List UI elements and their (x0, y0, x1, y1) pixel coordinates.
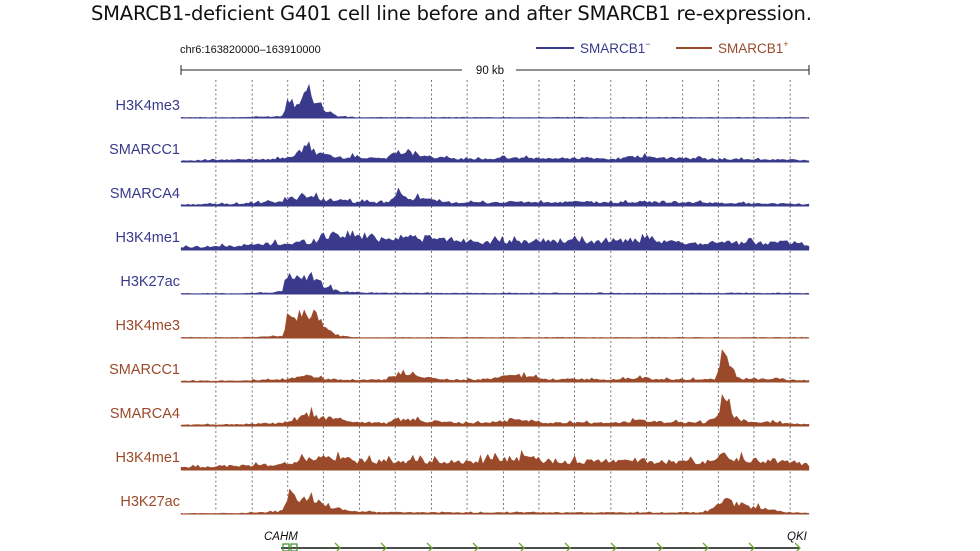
signal-area (180, 393, 810, 427)
track-h3k4me1-minus: H3K4me1 (116, 230, 810, 251)
strand-arrow-2 (426, 542, 433, 551)
scale-bar: 90 kb (180, 65, 810, 77)
track-h3k4me3-minus: H3K4me3 (116, 83, 810, 119)
figure-title: SMARCB1-deficient G401 cell line before … (91, 2, 812, 25)
gene-label-qki: QKI (787, 531, 808, 543)
track-label: H3K4me3 (116, 98, 180, 114)
track-label: SMARCA4 (110, 406, 180, 422)
signal-area (180, 141, 810, 163)
track-smarcc1-plus: SMARCC1 (109, 349, 810, 383)
strand-arrow-7 (656, 542, 663, 551)
scale-label: 90 kb (476, 65, 504, 77)
strand-arrow-10 (794, 542, 801, 551)
strand-arrow-0 (334, 542, 341, 551)
track-label: H3K4me1 (116, 450, 180, 466)
strand-arrow-8 (702, 542, 709, 551)
track-label: H3K27ac (120, 274, 180, 290)
tracks: H3K4me3 SMARCC1 SMARCA4 H3K4me1 H3K27ac H3K4m… (109, 83, 810, 515)
strand-arrow-3 (472, 542, 479, 551)
gene-track: CAHM QKI (264, 531, 808, 551)
track-label: H3K4me1 (116, 230, 180, 246)
signal-area (180, 349, 810, 383)
track-label: H3K27ac (120, 494, 180, 510)
strand-arrow-9 (748, 542, 755, 551)
strand-arrow-6 (610, 542, 617, 551)
strand-arrow-4 (518, 542, 525, 551)
track-h3k4me1-plus: H3K4me1 (116, 449, 810, 471)
legend: SMARCB1− SMARCB1+ (536, 39, 789, 56)
signal-area (180, 488, 810, 515)
track-smarcc1-minus: SMARCC1 (109, 141, 810, 163)
track-smarca4-plus: SMARCA4 (110, 393, 810, 427)
track-label: H3K4me3 (116, 318, 180, 334)
signal-area (180, 271, 810, 295)
coordinate-label: chr6:163820000–163910000 (180, 44, 321, 56)
strand-arrow-1 (380, 542, 387, 551)
track-label: SMARCA4 (110, 186, 180, 202)
track-h3k27ac-plus: H3K27ac (120, 488, 810, 515)
track-label: SMARCC1 (109, 142, 180, 158)
track-h3k27ac-minus: H3K27ac (120, 271, 810, 295)
track-label: SMARCC1 (109, 362, 180, 378)
signal-area (180, 187, 810, 207)
signal-area (180, 83, 810, 119)
gridlines (215, 80, 791, 510)
track-smarca4-minus: SMARCA4 (110, 186, 810, 207)
track-h3k4me3-plus: H3K4me3 (116, 309, 810, 339)
legend-label-plus: SMARCB1+ (718, 39, 789, 56)
strand-arrow-5 (564, 542, 571, 551)
cahm-exon-1 (282, 543, 290, 551)
gene-label-cahm: CAHM (264, 531, 298, 543)
signal-area (180, 449, 810, 471)
signal-area (180, 309, 810, 339)
cahm-exon-2 (290, 543, 298, 551)
signal-area (180, 230, 810, 251)
legend-label-minus: SMARCB1− (580, 39, 651, 56)
strand-arrows (334, 542, 801, 551)
